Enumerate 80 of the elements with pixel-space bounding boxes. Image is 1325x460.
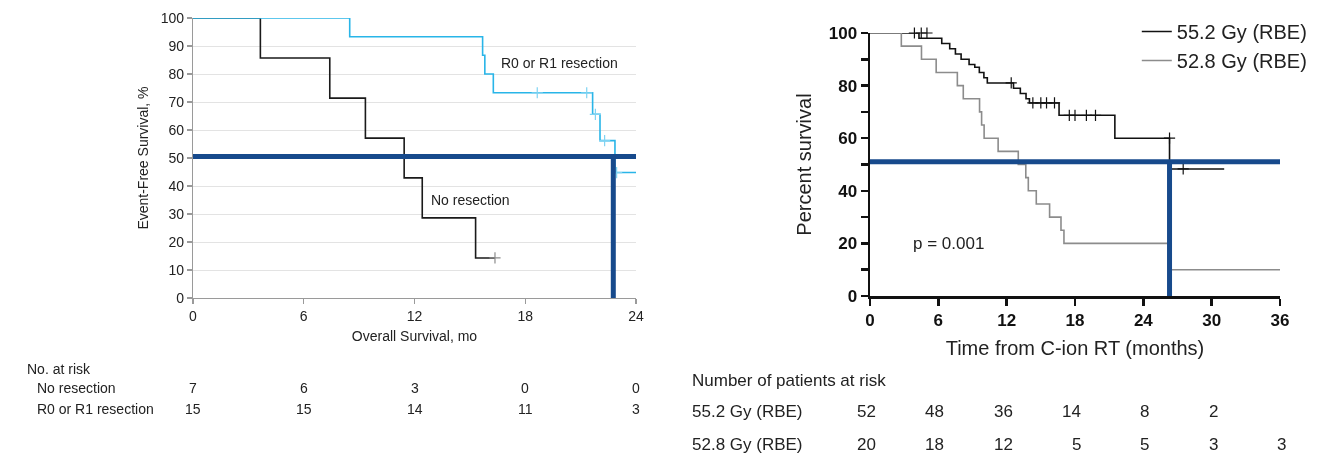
text: 11	[518, 401, 533, 417]
y-tick-label: 40	[168, 177, 185, 194]
text: 14	[1062, 402, 1081, 421]
annotation: p = 0.001	[913, 234, 985, 253]
y-tick-label: 0	[847, 286, 858, 306]
text: 55.2 Gy (RBE)	[692, 402, 803, 421]
x-tick-label: 36	[1270, 310, 1290, 330]
text: 5	[1072, 435, 1082, 454]
text: 0	[521, 380, 529, 396]
legend-label: 55.2 Gy (RBE)	[1176, 21, 1307, 44]
text: 5	[1140, 435, 1150, 454]
point	[488, 251, 502, 265]
text: 3	[1277, 435, 1287, 454]
text: 2	[1209, 402, 1219, 421]
text: Number of patients at risk	[692, 371, 887, 390]
point	[1176, 162, 1190, 176]
y-tick-label: 80	[838, 76, 858, 96]
y-tick-label: 40	[838, 181, 858, 201]
point	[580, 86, 593, 99]
text: 14	[407, 401, 423, 417]
y-tick-label: 80	[168, 65, 185, 82]
text: 52	[857, 402, 876, 421]
text: 48	[925, 402, 944, 421]
x-tick-label: 6	[933, 310, 944, 330]
x-tick-label: 12	[997, 310, 1017, 330]
series-label: R0 or R1 resection	[501, 55, 618, 71]
y-axis-title: Percent survival	[792, 93, 815, 236]
y-axis-title: Event-Free Survival, %	[135, 86, 152, 230]
x-tick-label: 30	[1202, 310, 1222, 330]
point	[531, 86, 544, 99]
y-tick-label: 20	[838, 234, 858, 254]
x-tick-label: 0	[865, 310, 875, 330]
y-tick-label: 60	[168, 121, 185, 138]
text: 18	[925, 435, 944, 454]
text: No resection	[37, 380, 116, 396]
point	[1089, 109, 1102, 122]
x-tick-label: 18	[1065, 310, 1085, 330]
x-axis-title: Time from C-ion RT (months)	[945, 336, 1205, 359]
x-tick-label: 18	[517, 308, 534, 324]
text: R0 or R1 resection	[37, 401, 154, 417]
y-tick-label: 70	[168, 93, 185, 110]
x-tick-label: 0	[189, 308, 198, 324]
text: 52.8 Gy (RBE)	[692, 435, 803, 454]
x-tick-label: 12	[406, 308, 423, 324]
y-tick-label: 0	[176, 289, 185, 306]
point	[1163, 132, 1176, 145]
y-tick-label: 30	[168, 205, 185, 222]
series-label: No resection	[431, 192, 510, 208]
text: 15	[296, 401, 312, 417]
x-tick-label: 6	[299, 308, 308, 324]
y-tick-label: 50	[168, 149, 185, 166]
text: 6	[300, 380, 308, 396]
y-tick-label: 10	[168, 261, 185, 278]
text: No. at risk	[27, 361, 92, 377]
text: 12	[994, 435, 1013, 454]
text: 15	[185, 401, 201, 417]
y-tick-label: 100	[160, 9, 185, 26]
point	[1048, 96, 1061, 110]
text: 3	[1209, 435, 1219, 454]
point	[1080, 109, 1093, 122]
text: 36	[994, 402, 1013, 421]
y-tick-label: 20	[168, 233, 185, 250]
x-tick-label: 24	[628, 308, 644, 324]
y-tick-label: 90	[168, 37, 185, 54]
x-tick-label: 24	[1133, 310, 1154, 330]
point	[1005, 76, 1018, 90]
x-axis-title: Overall Survival, mo	[351, 328, 478, 345]
text: 3	[411, 380, 419, 396]
point	[589, 108, 602, 121]
text: 20	[857, 435, 876, 454]
text: 3	[632, 401, 640, 417]
y-tick-label: 100	[828, 23, 858, 43]
legend-label: 52.8 Gy (RBE)	[1176, 50, 1307, 73]
text: 7	[189, 380, 197, 396]
point	[598, 134, 611, 147]
point	[920, 26, 934, 40]
y-tick-label: 60	[838, 129, 858, 149]
text: 0	[632, 380, 640, 396]
text: 8	[1140, 402, 1150, 421]
point	[1068, 109, 1082, 122]
